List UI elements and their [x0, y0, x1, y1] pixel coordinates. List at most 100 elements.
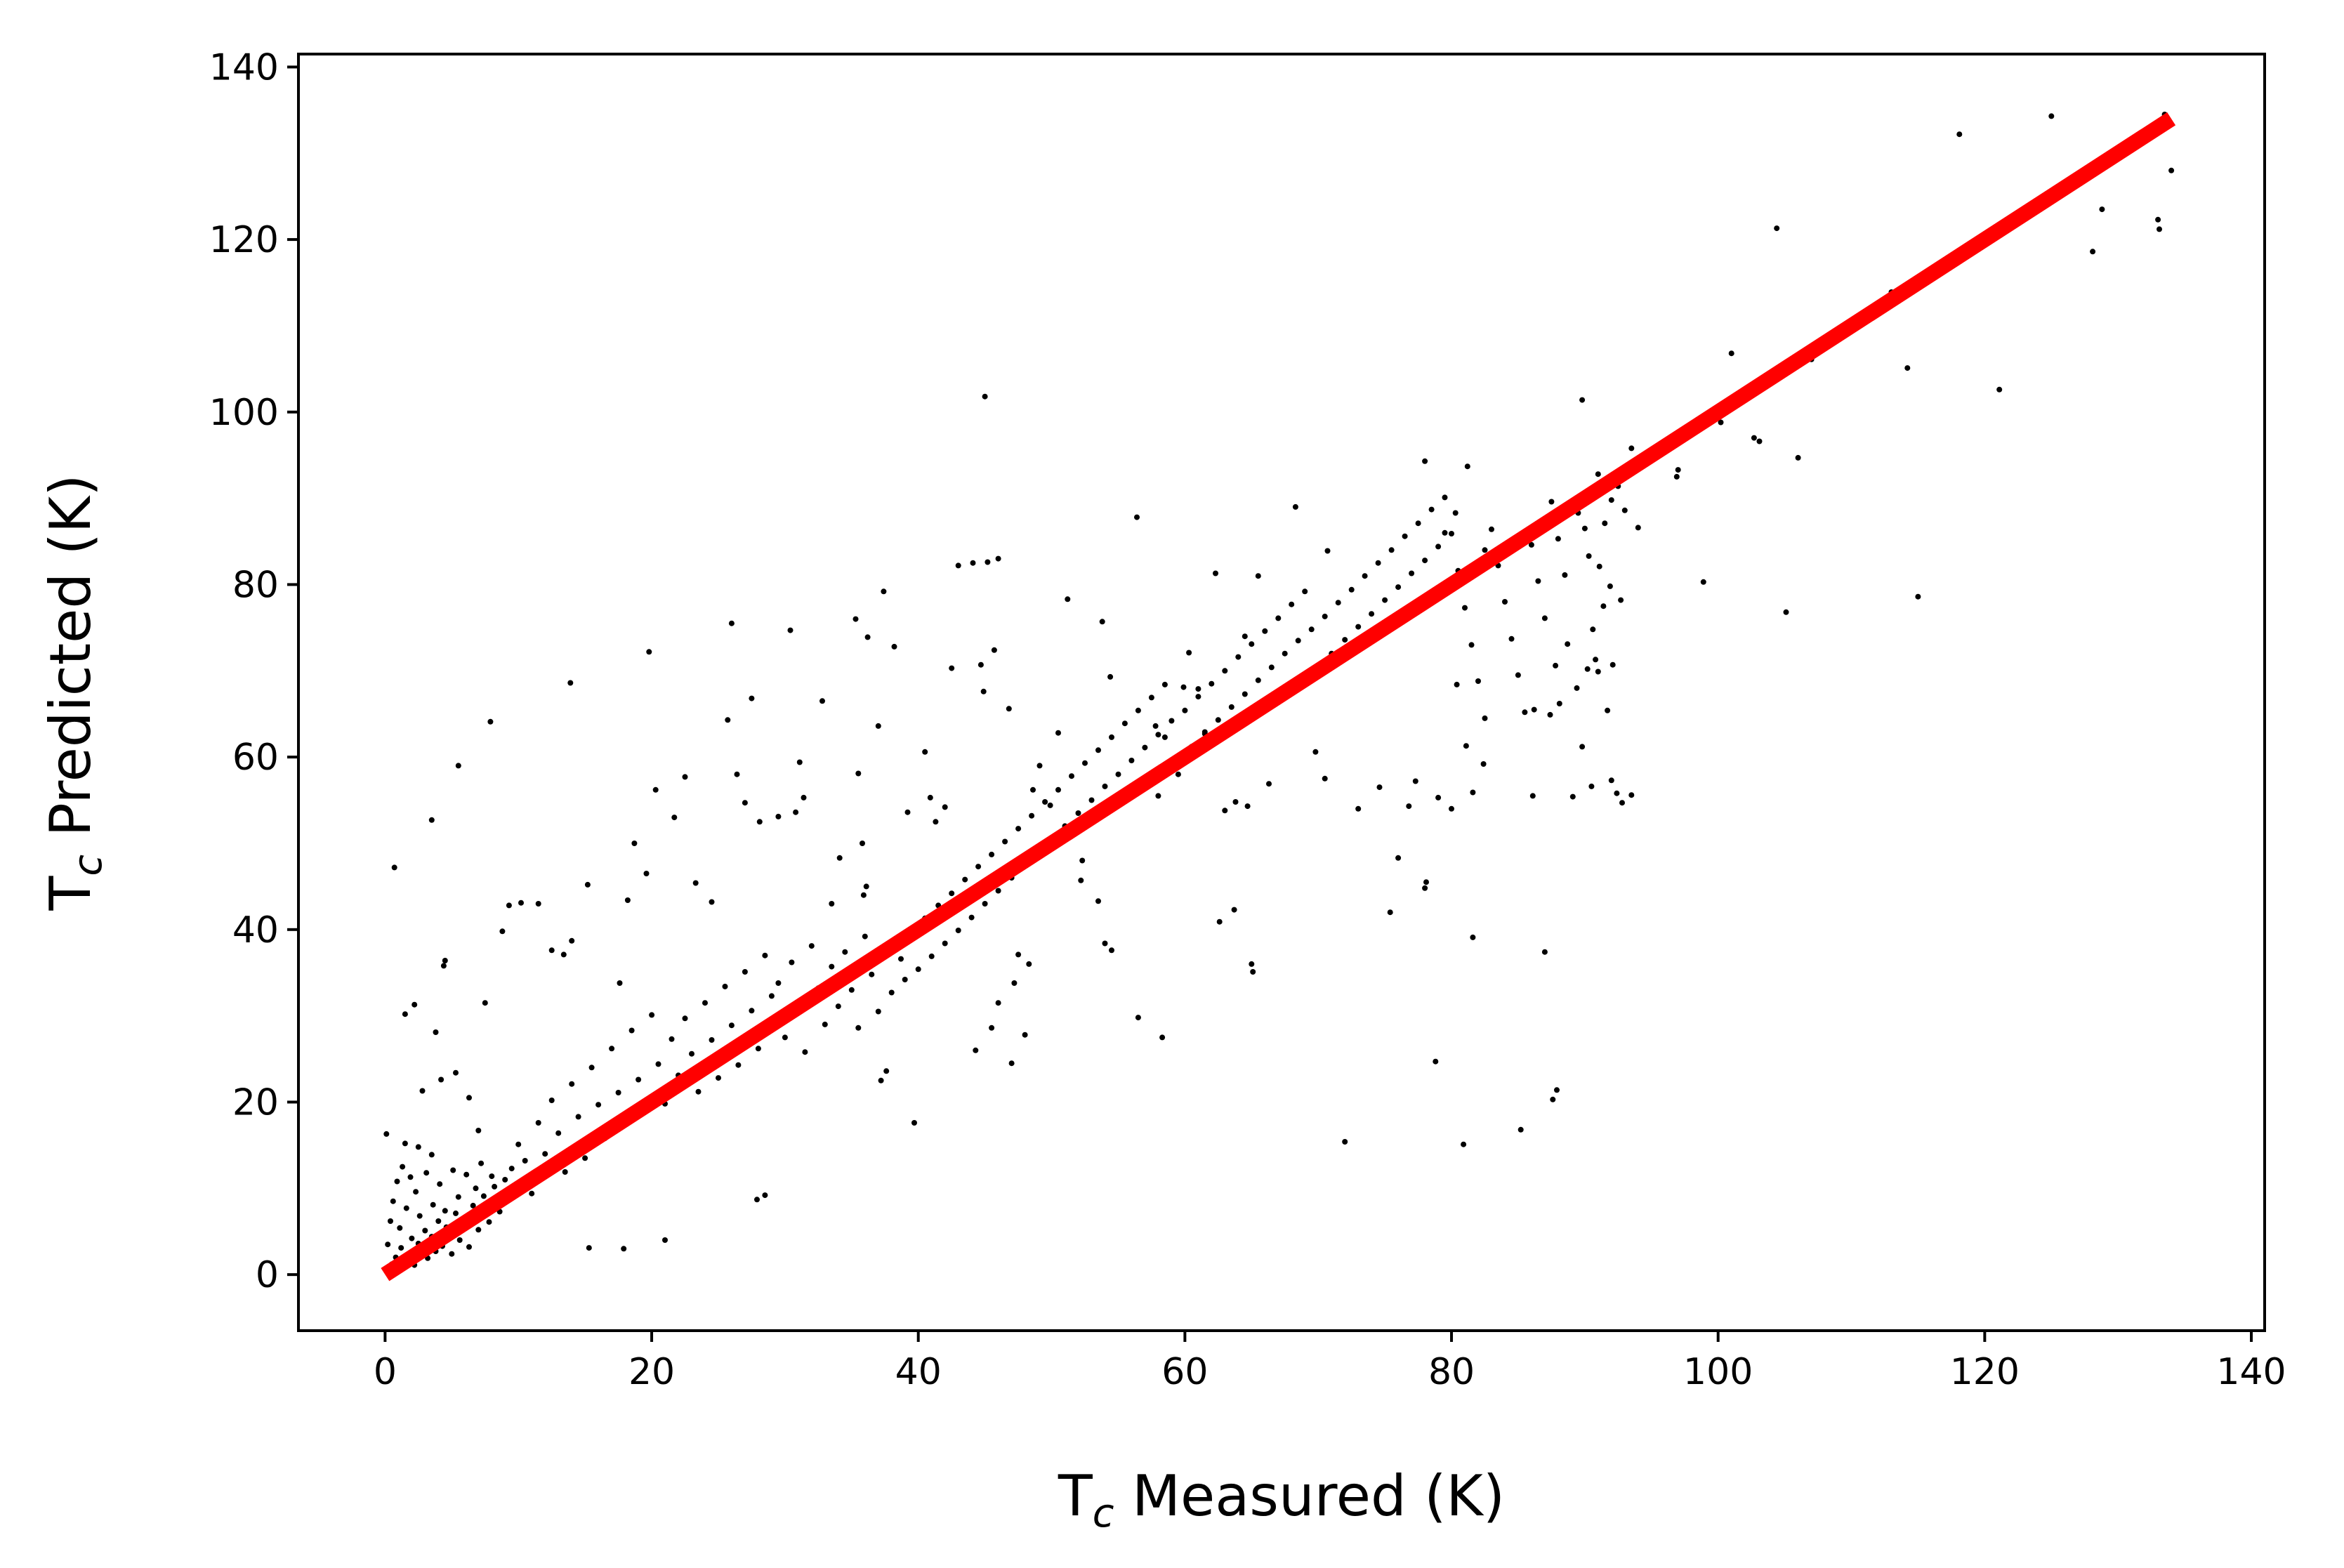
data-point: [1142, 744, 1148, 751]
data-point: [735, 1062, 742, 1068]
data-point: [1088, 797, 1095, 803]
data-point: [1614, 790, 1620, 796]
data-point: [542, 1151, 548, 1157]
data-point: [989, 1025, 995, 1031]
data-point: [682, 1015, 688, 1022]
data-point: [2099, 206, 2105, 213]
data-point: [1065, 596, 1071, 602]
data-point: [775, 813, 782, 819]
data-point: [562, 1169, 568, 1175]
data-point: [480, 1193, 487, 1199]
data-point: [671, 815, 678, 821]
data-point: [1468, 642, 1475, 648]
data-point: [463, 1171, 470, 1178]
data-point: [430, 1201, 436, 1208]
data-point: [643, 871, 650, 876]
data-point: [486, 1219, 492, 1225]
data-point: [1608, 497, 1614, 503]
data-point: [391, 864, 397, 871]
data-point: [1355, 805, 1362, 812]
data-point: [682, 774, 688, 780]
data-point: [689, 1050, 694, 1057]
data-point: [1422, 458, 1428, 464]
data-point: [864, 634, 871, 640]
data-point: [1026, 961, 1032, 967]
data-point: [1055, 730, 1061, 736]
data-point: [433, 1029, 439, 1035]
data-point: [450, 1167, 456, 1173]
data-point: [2155, 216, 2161, 223]
data-point: [942, 804, 948, 810]
data-point: [1508, 635, 1515, 642]
data-point: [1235, 654, 1242, 660]
data-point: [1621, 507, 1628, 513]
data-point: [1244, 803, 1251, 810]
data-point: [1135, 707, 1141, 713]
data-point: [1528, 541, 1534, 548]
data-point: [878, 1077, 884, 1083]
data-point: [1255, 677, 1261, 683]
data-point: [1590, 626, 1596, 633]
y-tick-label: 80: [232, 564, 279, 606]
data-point: [922, 749, 928, 755]
x-axis-title: Tc Measured (K): [1058, 1463, 1505, 1536]
data-point: [1242, 633, 1248, 640]
data-point: [796, 759, 803, 765]
data-point: [1607, 583, 1613, 589]
data-point: [475, 1227, 482, 1233]
data-point: [2157, 226, 2162, 232]
data-point: [1215, 717, 1221, 723]
y-axis-ticks: 0 20 40 60 80 100 120 140: [209, 46, 298, 1296]
data-point: [624, 897, 631, 903]
data-point: [522, 1158, 528, 1164]
x-tick-label: 120: [1950, 1351, 2020, 1393]
data-point: [1275, 615, 1282, 621]
data-point: [1522, 709, 1528, 716]
data-point: [1595, 668, 1601, 675]
data-point: [1042, 799, 1048, 805]
data-point: [407, 1174, 414, 1180]
x-axis-ticks: 0 20 40 60 80 100 120 140: [374, 1331, 2286, 1393]
data-point: [586, 1245, 592, 1251]
data-point: [1082, 760, 1088, 766]
data-point: [911, 1120, 917, 1126]
data-point: [535, 1120, 541, 1126]
data-point: [927, 794, 933, 801]
data-point: [455, 1194, 461, 1200]
data-point: [802, 1049, 808, 1055]
data-point: [438, 1076, 445, 1083]
data-point: [1216, 918, 1223, 925]
data-point: [722, 983, 728, 989]
data-point: [1435, 543, 1442, 550]
y-axis-title-main: T: [38, 875, 103, 911]
data-point: [1022, 1032, 1028, 1038]
reference-line-layer: [381, 112, 2176, 1282]
data-point: [1186, 650, 1192, 656]
data-point: [995, 888, 1001, 894]
data-point: [875, 723, 881, 729]
data-point: [829, 963, 835, 970]
data-point: [836, 855, 843, 861]
data-point: [1161, 681, 1168, 687]
data-point: [609, 1046, 615, 1052]
data-point: [499, 928, 506, 935]
x-axis-title-main: T: [1058, 1463, 1093, 1529]
y-axis-title: Tc Predicted (K): [38, 475, 111, 911]
data-point: [390, 1198, 396, 1204]
data-point: [1362, 573, 1368, 579]
data-point: [862, 933, 868, 940]
data-point: [453, 1069, 459, 1076]
data-point: [419, 1088, 426, 1094]
data-point: [388, 1218, 393, 1224]
data-point: [928, 953, 935, 959]
data-point: [1596, 563, 1602, 569]
data-point: [860, 841, 865, 846]
data-point: [1302, 588, 1308, 595]
data-point: [829, 901, 835, 907]
data-point: [398, 1245, 404, 1251]
data-point: [413, 1189, 419, 1195]
data-point: [1102, 940, 1108, 947]
y-tick-label: 100: [209, 392, 279, 434]
data-point: [1231, 907, 1237, 913]
data-point: [1415, 520, 1421, 527]
